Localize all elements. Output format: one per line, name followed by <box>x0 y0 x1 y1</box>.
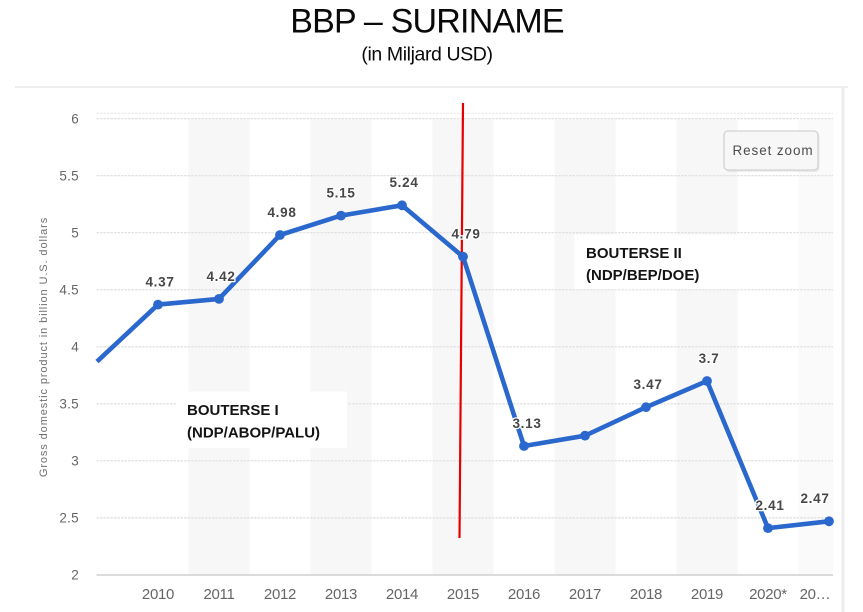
svg-text:2016: 2016 <box>508 586 540 603</box>
svg-text:2012: 2012 <box>264 586 296 603</box>
svg-text:2010: 2010 <box>142 586 174 603</box>
svg-text:2020*: 2020* <box>749 586 787 603</box>
svg-text:BOUTERSE II: BOUTERSE II <box>586 245 682 262</box>
svg-text:3: 3 <box>71 454 79 469</box>
svg-text:2015: 2015 <box>447 586 479 603</box>
svg-text:(in Miljard USD): (in Miljard USD) <box>361 44 492 66</box>
svg-text:2014: 2014 <box>386 586 418 603</box>
svg-text:6: 6 <box>71 111 79 126</box>
svg-text:2013: 2013 <box>325 586 357 603</box>
svg-text:2011: 2011 <box>203 586 234 603</box>
svg-text:20…: 20… <box>800 586 831 603</box>
svg-text:3.47: 3.47 <box>633 377 662 392</box>
svg-text:4.42: 4.42 <box>206 269 235 284</box>
svg-text:2: 2 <box>71 568 79 583</box>
svg-text:2019: 2019 <box>691 586 723 603</box>
svg-text:5: 5 <box>71 225 79 240</box>
svg-text:2018: 2018 <box>630 586 662 603</box>
svg-text:4.98: 4.98 <box>267 205 296 220</box>
svg-text:2.5: 2.5 <box>59 511 79 526</box>
svg-text:4.5: 4.5 <box>59 283 79 298</box>
svg-text:(NDP/ABOP/PALU): (NDP/ABOP/PALU) <box>187 425 320 442</box>
svg-text:Reset zoom: Reset zoom <box>732 143 813 158</box>
svg-text:BOUTERSE I: BOUTERSE I <box>187 402 279 419</box>
svg-text:2.47: 2.47 <box>800 491 829 506</box>
svg-text:3.13: 3.13 <box>512 416 541 431</box>
svg-text:4.79: 4.79 <box>451 227 480 242</box>
svg-text:4.37: 4.37 <box>145 275 174 290</box>
svg-text:5.5: 5.5 <box>59 168 79 183</box>
svg-text:(NDP/BEP/DOE): (NDP/BEP/DOE) <box>586 267 699 284</box>
svg-text:Gross domestic product in bill: Gross domestic product in billion U.S. d… <box>38 217 50 477</box>
svg-text:BBP – SURINAME: BBP – SURINAME <box>290 3 564 41</box>
svg-text:2.41: 2.41 <box>755 498 784 513</box>
svg-text:3.5: 3.5 <box>59 397 79 412</box>
svg-text:4: 4 <box>71 340 79 355</box>
svg-text:5.15: 5.15 <box>326 186 355 201</box>
svg-text:2017: 2017 <box>569 586 601 603</box>
svg-text:3.7: 3.7 <box>699 351 720 366</box>
svg-text:5.24: 5.24 <box>389 175 418 190</box>
